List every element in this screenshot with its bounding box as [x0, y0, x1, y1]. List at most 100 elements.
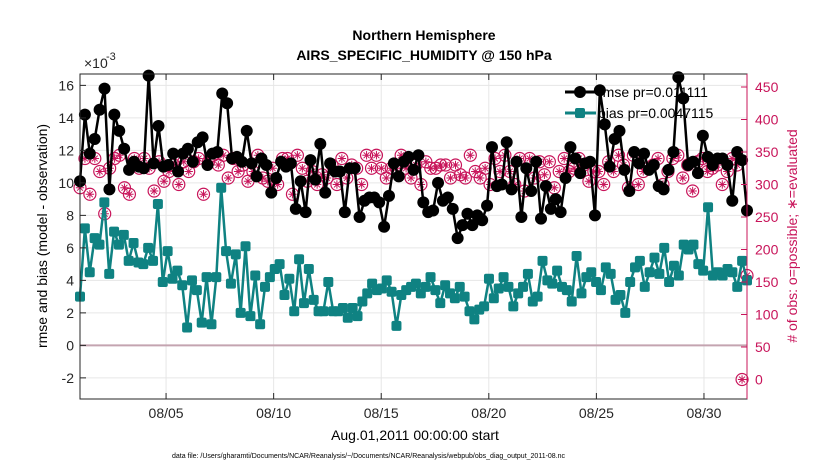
- bias-point: [162, 246, 173, 257]
- obs-evaluated-stroke: [126, 190, 133, 198]
- bias-point: [143, 242, 154, 253]
- rmse-point: [598, 118, 611, 131]
- obs-possible-marker: [597, 177, 611, 192]
- bias-point: [206, 319, 217, 330]
- rmse-point: [628, 146, 641, 158]
- rmse-point: [515, 211, 528, 223]
- grid: [80, 74, 747, 399]
- y-tick-label-left: 8: [66, 207, 74, 223]
- obs-possible-marker: [290, 148, 304, 162]
- rmse-point: [593, 84, 606, 97]
- bias-point: [264, 272, 275, 283]
- obs-count-point: [93, 164, 107, 179]
- rmse-point: [672, 71, 685, 84]
- rmse-point: [353, 211, 366, 223]
- obs-count-point: [463, 148, 477, 162]
- bias-point: [537, 255, 548, 266]
- plot-area: [73, 69, 754, 387]
- obs-count-point: [196, 187, 211, 201]
- obs-evaluated-stroke: [610, 168, 617, 175]
- obs-evaluated-stroke: [180, 158, 188, 166]
- rmse-point: [78, 108, 91, 121]
- bias-point: [634, 255, 645, 266]
- rmse-point: [584, 155, 597, 168]
- obs-evaluated-stroke: [555, 168, 563, 175]
- obs-count-point: [172, 177, 186, 192]
- rmse-point: [510, 155, 523, 168]
- rmse-point: [348, 162, 361, 175]
- rmse-point: [505, 183, 518, 196]
- rmse-point: [677, 92, 690, 105]
- y-tick-label-right: 100: [755, 307, 779, 323]
- bias-point: [503, 281, 514, 292]
- obs-evaluated-stroke: [442, 161, 449, 169]
- rmse-point: [270, 172, 283, 184]
- bias-point: [99, 197, 110, 208]
- bias-point: [668, 260, 679, 271]
- bias-point: [347, 303, 358, 313]
- obs-evaluated-stroke: [546, 158, 553, 166]
- obs-possible-marker: [458, 171, 472, 185]
- x-tick-label: 08/20: [471, 405, 506, 421]
- rmse-point: [284, 157, 297, 170]
- y-tick-label-right: 200: [755, 242, 779, 258]
- obs-count-point: [458, 171, 472, 185]
- bias-point: [79, 223, 90, 234]
- obs-count-point: [369, 148, 384, 162]
- rmse-point: [618, 163, 631, 176]
- bias-point: [191, 285, 202, 296]
- obs-evaluated-stroke: [570, 164, 578, 172]
- obs-evaluated-stroke: [402, 164, 410, 172]
- bias-point: [148, 255, 159, 266]
- bias-point: [279, 290, 290, 300]
- legend-rmse-marker: [574, 86, 586, 98]
- obs-count-point: [631, 177, 645, 192]
- obs-possible-marker: [122, 187, 137, 201]
- bias-point: [410, 278, 421, 289]
- obs-evaluated-stroke: [373, 151, 380, 159]
- obs-evaluated-stroke: [299, 164, 306, 172]
- obs-evaluated-stroke: [358, 181, 365, 188]
- rmse-point: [93, 103, 106, 116]
- y-tick-label-right: 300: [755, 177, 779, 193]
- rmse-point: [387, 157, 400, 170]
- obs-evaluated-stroke: [175, 181, 183, 188]
- rmse-point: [736, 154, 749, 167]
- bias-point: [221, 246, 232, 257]
- rmse-point: [186, 155, 199, 168]
- bias-point: [308, 294, 319, 305]
- bias-point: [260, 281, 271, 292]
- rmse-point: [245, 157, 258, 170]
- obs-evaluated-stroke: [437, 161, 444, 169]
- y-tick-label-left: -2: [62, 370, 75, 386]
- rmse-point: [304, 154, 317, 167]
- bias-point: [591, 277, 602, 287]
- bias-point: [216, 182, 227, 193]
- obs-evaluated-stroke: [294, 151, 301, 159]
- obs-evaluated-stroke: [427, 164, 435, 172]
- axis-ticks: 08/05 08/10 08/15 08/20 08/25 08/30 -2 0 2 4 6 8 10 1…: [58, 74, 779, 421]
- bias-point: [196, 317, 207, 328]
- rmse-point: [216, 87, 229, 100]
- bias-point: [688, 239, 699, 250]
- rmse-point: [696, 129, 709, 142]
- y-tick-label-left: 12: [58, 142, 74, 158]
- bias-point: [673, 270, 684, 281]
- obs-possible-marker: [147, 184, 161, 198]
- obs-count-point: [290, 148, 304, 162]
- obs-count-point: [542, 155, 556, 169]
- bias-point: [201, 272, 212, 283]
- obs-evaluated-stroke: [185, 168, 192, 175]
- bias-point: [289, 306, 300, 317]
- chart-title: Northern Hemisphere: [352, 27, 495, 43]
- bias-point: [420, 281, 431, 292]
- rmse-point: [88, 133, 101, 145]
- rmse-point: [299, 206, 312, 219]
- y-tick-label-left: 10: [58, 175, 74, 191]
- y-tick-label-left: 14: [58, 110, 74, 126]
- bias-point: [109, 226, 120, 237]
- bias-point: [727, 267, 738, 278]
- bias-point: [352, 311, 363, 322]
- bias-point: [552, 265, 563, 276]
- bias-point: [362, 288, 373, 299]
